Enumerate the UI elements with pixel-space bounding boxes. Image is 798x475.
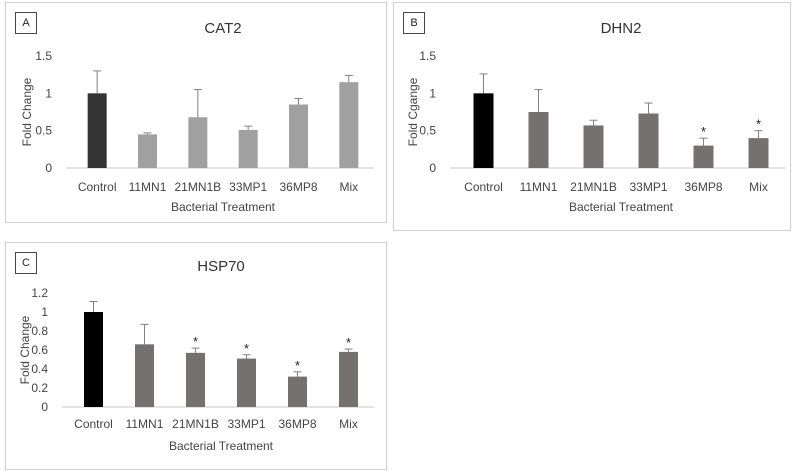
y-tick-label: 0 bbox=[41, 400, 48, 414]
y-tick-label: 1 bbox=[429, 86, 436, 100]
bar-mix bbox=[339, 82, 359, 168]
y-tick-label: 0 bbox=[45, 161, 52, 175]
panel-label: C bbox=[15, 252, 37, 274]
y-tick-label: 0 bbox=[429, 161, 436, 175]
y-tick-label: 0.5 bbox=[35, 124, 52, 138]
bar-mix bbox=[339, 351, 358, 407]
bar-21mn1b bbox=[188, 117, 208, 168]
x-tick-label: 36MP8 bbox=[278, 417, 316, 431]
significance-marker: * bbox=[244, 341, 249, 356]
x-tick-label: 21MN1B bbox=[570, 180, 617, 194]
chart-title: CAT2 bbox=[204, 20, 241, 37]
x-axis-title: Bacterial Treatment bbox=[171, 200, 276, 214]
y-tick-label: 1 bbox=[41, 305, 48, 319]
x-tick-label: 11MN1 bbox=[520, 180, 558, 194]
significance-marker: * bbox=[346, 335, 351, 350]
x-tick-label: Control bbox=[464, 180, 503, 194]
bar-control bbox=[473, 93, 494, 168]
y-tick-label: 0.2 bbox=[31, 381, 48, 395]
x-tick-label: 33MP1 bbox=[629, 180, 667, 194]
x-axis-title: Bacterial Treatment bbox=[169, 439, 274, 453]
y-tick-label: 1 bbox=[45, 86, 52, 100]
chart-title: DHN2 bbox=[601, 20, 642, 37]
x-tick-label: 36MP8 bbox=[279, 180, 317, 194]
chart-panel-c: C HSP70 0 0.2 0.4 0.6 0.8 1 1.2 Control 11MN1 * 21M… bbox=[5, 242, 387, 470]
y-tick-label: 0.8 bbox=[31, 324, 48, 338]
significance-marker: * bbox=[193, 334, 198, 349]
significance-marker: * bbox=[295, 358, 300, 373]
chart-svg-cat2: CAT2 0 0.5 1 1.5 Control 11MN1 21MN1B 33MP1 36MP8… bbox=[20, 20, 374, 214]
y-axis-title: Fold Change bbox=[20, 77, 34, 146]
significance-marker: * bbox=[756, 117, 761, 132]
bar-21mn1b bbox=[583, 125, 604, 168]
bar-11mn1 bbox=[135, 344, 154, 407]
bar-21mn1b bbox=[186, 352, 205, 407]
x-tick-label: 11MN1 bbox=[126, 417, 164, 431]
bar-control bbox=[87, 93, 107, 168]
y-axis-title: Fold Change bbox=[18, 315, 32, 384]
panel-label: A bbox=[15, 12, 37, 34]
bar-33mp1 bbox=[638, 113, 659, 168]
y-tick-label: 1.2 bbox=[31, 286, 48, 300]
x-tick-label: Mix bbox=[339, 417, 358, 431]
bar-36mp8 bbox=[289, 104, 308, 168]
bar-33mp1 bbox=[238, 129, 258, 168]
chart-svg-hsp70: HSP70 0 0.2 0.4 0.6 0.8 1 1.2 Control 11MN1 * 21MN1… bbox=[18, 258, 374, 453]
x-tick-label: Control bbox=[74, 417, 113, 431]
y-tick-label: 0.5 bbox=[419, 124, 436, 138]
x-tick-label: Control bbox=[78, 180, 117, 194]
x-tick-label: 21MN1B bbox=[174, 180, 221, 194]
bar-36mp8 bbox=[693, 145, 714, 168]
x-tick-label: 33MP1 bbox=[229, 180, 267, 194]
y-tick-label: 1.5 bbox=[35, 49, 52, 63]
x-tick-label: 36MP8 bbox=[684, 180, 722, 194]
x-tick-label: 21MN1B bbox=[172, 417, 219, 431]
y-axis-title: Fold Cgange bbox=[406, 77, 420, 146]
bar-11mn1 bbox=[528, 112, 549, 168]
bar-control bbox=[84, 312, 103, 407]
y-tick-label: 0.4 bbox=[31, 362, 48, 376]
panel-label: B bbox=[403, 12, 425, 34]
y-tick-label: 1.5 bbox=[419, 49, 436, 63]
chart-panel-b: B DHN2 0 0.5 1 1.5 Control 11MN1 21MN1B 33MP1 * 36… bbox=[393, 2, 791, 231]
bar-mix bbox=[748, 138, 769, 168]
bar-11mn1 bbox=[138, 134, 157, 168]
x-tick-label: 11MN1 bbox=[129, 180, 167, 194]
bar-33mp1 bbox=[237, 358, 256, 407]
bar-36mp8 bbox=[288, 376, 307, 407]
x-tick-label: 33MP1 bbox=[227, 417, 265, 431]
chart-panel-a: A CAT2 0 0.5 1 1.5 Control 11MN1 21MN1B 33MP1 36M… bbox=[5, 2, 387, 223]
chart-svg-dhn2: DHN2 0 0.5 1 1.5 Control 11MN1 21MN1B 33MP1 * 36MP… bbox=[406, 20, 786, 214]
x-tick-label: Mix bbox=[749, 180, 768, 194]
y-tick-label: 0.6 bbox=[31, 343, 48, 357]
significance-marker: * bbox=[701, 124, 706, 139]
x-axis-title: Bacterial Treatment bbox=[569, 200, 674, 214]
x-tick-label: Mix bbox=[339, 180, 358, 194]
chart-title: HSP70 bbox=[197, 258, 245, 275]
